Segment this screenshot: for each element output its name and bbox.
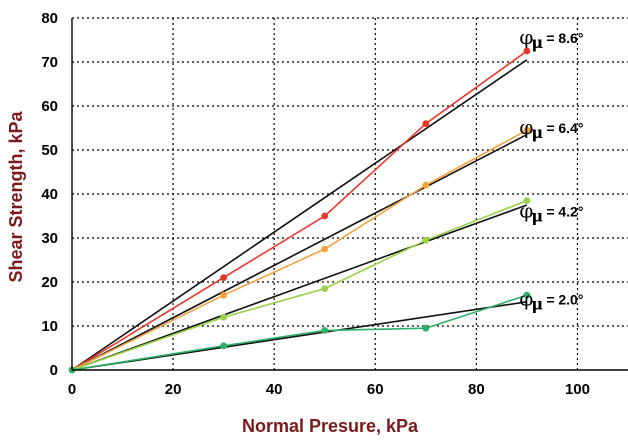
x-axis-title: Normal Presure, kPa bbox=[242, 416, 419, 436]
friction-angle-annotation: φμ = 4.2° bbox=[519, 199, 583, 226]
phi-symbol: φ bbox=[519, 287, 533, 311]
data-point bbox=[220, 313, 228, 321]
mu-subscript: μ bbox=[531, 207, 543, 226]
tick-labels: 0 10 20 30 40 50 60 70 80 0 20 40 60 80 100 bbox=[41, 10, 590, 398]
phi-symbol: φ bbox=[519, 25, 533, 49]
friction-angle-annotation: φμ = 8.6° bbox=[519, 25, 583, 52]
data-point bbox=[422, 181, 430, 189]
y-tick-label: 40 bbox=[41, 186, 58, 203]
phi-symbol: φ bbox=[519, 199, 533, 223]
data-point bbox=[523, 126, 531, 134]
data-point bbox=[422, 324, 430, 332]
data-point bbox=[523, 197, 531, 205]
data-point bbox=[321, 245, 329, 253]
grid bbox=[72, 17, 628, 370]
data-point bbox=[220, 274, 228, 281]
data-point bbox=[220, 342, 228, 350]
data-point bbox=[422, 120, 430, 127]
data-point bbox=[321, 285, 329, 292]
angle-value: = 4.2° bbox=[546, 204, 583, 220]
series-line bbox=[71, 50, 528, 371]
mu-subscript: μ bbox=[531, 295, 543, 314]
axes bbox=[71, 18, 628, 371]
data-point bbox=[321, 327, 329, 334]
angle-value: = 8.6° bbox=[546, 30, 583, 46]
mu-subscript: μ bbox=[531, 33, 543, 52]
data-point bbox=[321, 212, 329, 220]
x-tick-label: 20 bbox=[165, 381, 182, 398]
y-tick-label: 80 bbox=[41, 10, 58, 27]
x-tick-label: 0 bbox=[68, 381, 76, 398]
mu-subscript: μ bbox=[531, 123, 543, 142]
y-axis-title: Shear Strength, kPa bbox=[6, 110, 26, 282]
y-tick-label: 60 bbox=[41, 98, 58, 115]
y-tick-label: 10 bbox=[41, 318, 58, 335]
y-tick-label: 70 bbox=[41, 54, 58, 71]
x-tick-label: 100 bbox=[565, 381, 590, 398]
data-point bbox=[220, 291, 228, 299]
data-point bbox=[422, 236, 430, 244]
angle-value: = 6.4° bbox=[546, 120, 583, 136]
data-point bbox=[523, 291, 531, 299]
fit-lines bbox=[71, 59, 528, 371]
fit-line bbox=[71, 59, 528, 371]
y-tick-label: 20 bbox=[41, 274, 58, 291]
x-tick-label: 40 bbox=[266, 381, 283, 398]
data-point bbox=[523, 47, 531, 55]
friction-angle-annotation: φμ = 2.0° bbox=[519, 287, 583, 314]
y-tick-label: 0 bbox=[50, 362, 58, 379]
x-tick-label: 60 bbox=[367, 381, 384, 398]
phi-symbol: φ bbox=[519, 115, 533, 139]
series-line bbox=[71, 294, 528, 371]
angle-value: = 2.0° bbox=[546, 292, 583, 308]
friction-angle-annotation: φμ = 6.4° bbox=[519, 115, 583, 142]
y-tick-label: 30 bbox=[41, 230, 58, 247]
x-tick-label: 80 bbox=[468, 381, 485, 398]
fit-line bbox=[71, 204, 528, 371]
data-series bbox=[68, 47, 531, 374]
y-tick-label: 50 bbox=[41, 142, 58, 159]
annotations: φμ = 8.6°φμ = 6.4°φμ = 4.2°φμ = 2.0° bbox=[519, 25, 583, 314]
fit-line bbox=[71, 133, 528, 371]
